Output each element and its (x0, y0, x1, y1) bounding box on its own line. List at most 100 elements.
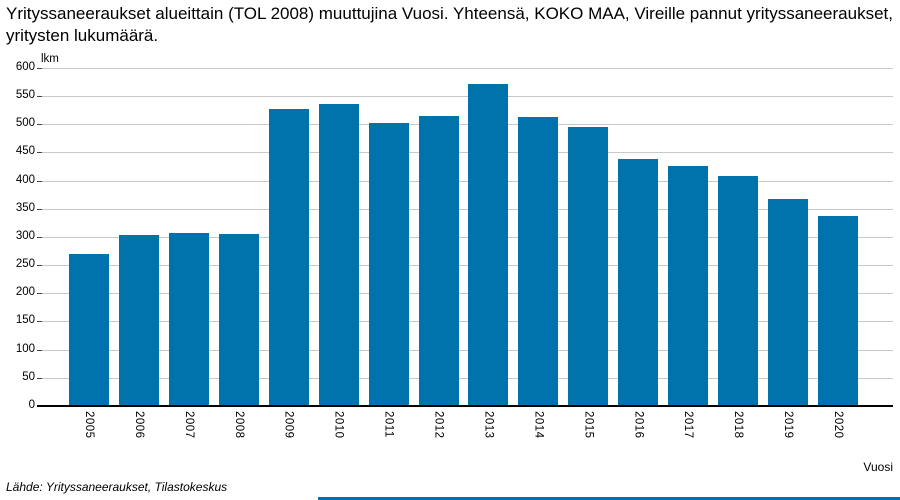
x-tick-label-2011: 2011 (382, 411, 395, 438)
x-tick-label-2006: 2006 (132, 411, 145, 439)
y-tick-250 (37, 265, 42, 266)
bar-slot-2017 (663, 68, 713, 406)
x-label-slot-2018: 2018 (713, 411, 763, 455)
x-label-slot-2006: 2006 (114, 411, 164, 455)
x-label-slot-2011: 2011 (364, 411, 414, 455)
x-label-slot-2009: 2009 (264, 411, 314, 455)
y-tick-label-350: 350 (15, 202, 35, 214)
bar-slot-2018 (713, 68, 763, 406)
y-tick-label-200: 200 (15, 286, 35, 298)
x-tick-label-2014: 2014 (532, 411, 545, 439)
bar-2015[interactable] (568, 127, 609, 406)
bar-slot-2008 (214, 68, 264, 406)
gridline-y-450 (42, 152, 893, 153)
y-tick-600 (37, 68, 42, 69)
bar-2007[interactable] (168, 233, 209, 406)
y-tick-550 (37, 96, 42, 97)
y-tick-100 (37, 350, 42, 351)
gridline-y-350 (42, 209, 893, 210)
x-label-slot-2008: 2008 (214, 411, 264, 455)
bar-slot-2019 (763, 68, 813, 406)
gridline-y-550 (42, 96, 893, 97)
bar-2010[interactable] (318, 104, 359, 406)
bar-2008[interactable] (218, 234, 259, 406)
x-label-slot-2014: 2014 (513, 411, 563, 455)
x-label-slot-2017: 2017 (663, 411, 713, 455)
bars-container (64, 68, 863, 406)
bar-2019[interactable] (768, 199, 809, 406)
horizontal-scrollbar-thumb[interactable] (318, 497, 900, 500)
y-tick-label-300: 300 (15, 230, 35, 242)
y-tick-200 (37, 293, 42, 294)
gridline-y-50 (42, 378, 893, 379)
bar-2012[interactable] (418, 116, 459, 406)
gridline-y-600 (42, 68, 893, 69)
x-label-slot-2020: 2020 (813, 411, 863, 455)
plot-area: 0 50 100 150 200 250 300 350 400 450 500 550 600 (16, 61, 893, 411)
y-tick-label-150: 150 (15, 314, 35, 326)
x-tick-label-2015: 2015 (582, 411, 595, 439)
gridline-y-300 (42, 237, 893, 238)
bar-2013[interactable] (468, 84, 509, 406)
bar-2005[interactable] (68, 254, 109, 406)
x-tick-label-2012: 2012 (432, 411, 445, 439)
bar-slot-2006 (114, 68, 164, 406)
y-tick-150 (37, 321, 42, 322)
bar-slot-2007 (164, 68, 214, 406)
bar-slot-2014 (513, 68, 563, 406)
gridline-y-150 (42, 321, 893, 322)
x-tick-label-2007: 2007 (182, 411, 195, 439)
chart-title: Yrityssaneeraukset alueittain (TOL 2008)… (6, 4, 893, 45)
bar-slot-2016 (613, 68, 663, 406)
bar-slot-2013 (464, 68, 514, 406)
bar-slot-2009 (264, 68, 314, 406)
gridline-y-400 (42, 181, 893, 182)
bar-slot-2015 (563, 68, 613, 406)
y-tick-350 (37, 209, 42, 210)
x-label-slot-2015: 2015 (563, 411, 613, 455)
x-label-slot-2019: 2019 (763, 411, 813, 455)
bar-2006[interactable] (118, 235, 159, 406)
y-tick-label-550: 550 (15, 89, 35, 101)
y-tick-400 (37, 181, 42, 182)
y-tick-label-250: 250 (15, 258, 35, 270)
y-tick-label-50: 50 (22, 371, 35, 383)
x-tick-label-2005: 2005 (82, 411, 95, 439)
x-label-slot-2007: 2007 (164, 411, 214, 455)
y-tick-300 (37, 237, 42, 238)
source-note: Lähde: Yrityssaneeraukset, Tilastokeskus (6, 480, 228, 494)
x-tick-label-2008: 2008 (232, 411, 245, 439)
bar-2014[interactable] (518, 117, 559, 406)
bar-slot-2011 (364, 68, 414, 406)
x-axis-title: Vuosi (863, 460, 893, 474)
gridline-y-100 (42, 350, 893, 351)
x-tick-label-2013: 2013 (482, 411, 495, 439)
x-axis-tick-labels: 2005 2006 2007 2008 2009 2010 2011 2012 2013 2014… (64, 411, 863, 455)
y-axis-unit-label: lkm (41, 53, 59, 65)
bar-slot-2005 (64, 68, 114, 406)
bar-2011[interactable] (368, 123, 409, 406)
bar-2017[interactable] (668, 166, 709, 406)
x-tick-label-2019: 2019 (782, 411, 795, 439)
y-tick-50 (37, 378, 42, 379)
x-label-slot-2012: 2012 (414, 411, 464, 455)
y-tick-label-0: 0 (28, 399, 35, 411)
gridline-y-500 (42, 124, 893, 125)
bar-slot-2010 (314, 68, 364, 406)
bar-2018[interactable] (718, 176, 759, 406)
bar-2016[interactable] (618, 159, 659, 406)
bar-slot-2020 (813, 68, 863, 406)
y-tick-label-100: 100 (15, 343, 35, 355)
bar-2009[interactable] (268, 109, 309, 406)
y-tick-label-500: 500 (15, 117, 35, 129)
bar-2020[interactable] (818, 216, 859, 406)
gridline-y-200 (42, 293, 893, 294)
x-tick-label-2018: 2018 (732, 411, 745, 439)
x-label-slot-2005: 2005 (64, 411, 114, 455)
x-tick-label-2016: 2016 (632, 411, 645, 439)
x-axis-baseline (37, 405, 893, 407)
gridline-y-250 (42, 265, 893, 266)
y-tick-label-450: 450 (15, 145, 35, 157)
x-tick-label-2009: 2009 (282, 411, 295, 439)
x-tick-label-2020: 2020 (832, 411, 845, 439)
